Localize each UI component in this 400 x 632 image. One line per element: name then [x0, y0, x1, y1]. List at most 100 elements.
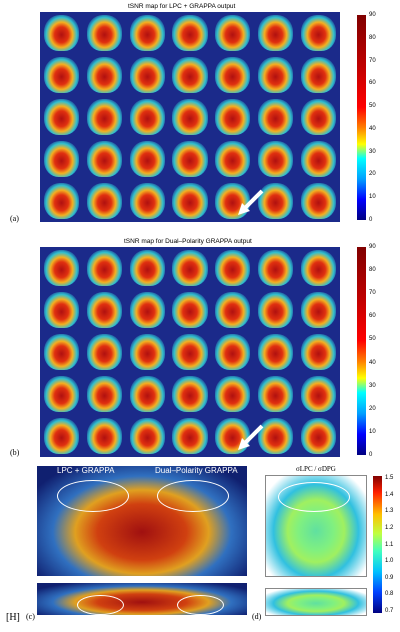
brain-slice	[43, 98, 79, 136]
brain-slice	[43, 291, 79, 329]
brain-slice	[215, 291, 251, 329]
brain-slice	[215, 140, 251, 178]
panel-b-label: (b)	[10, 448, 20, 457]
panel-d-colorbar-tick: 0.8	[385, 591, 394, 598]
brain-slice	[86, 417, 122, 455]
roi-ellipse-strip-right	[177, 595, 224, 615]
brain-slice	[215, 375, 251, 413]
brain-slice	[129, 140, 165, 178]
brain-slice	[301, 417, 337, 455]
brain-slice	[86, 140, 122, 178]
panel-d-colorbar-tick: 1.1	[385, 541, 394, 548]
brain-slice	[172, 14, 208, 52]
panel-b-slice-grid	[40, 247, 340, 457]
brain-slice	[172, 249, 208, 287]
roi-ellipse-ratio	[278, 482, 350, 512]
brain-slice	[86, 98, 122, 136]
panel-b-colorbar-tick: 70	[369, 290, 376, 297]
panel-b-colorbar-tick: 0	[369, 452, 373, 458]
brain-slice	[258, 417, 294, 455]
brain-slice	[86, 333, 122, 371]
brain-slice	[258, 291, 294, 329]
panel-b-colorbar-tick: 20	[369, 405, 376, 412]
brain-slice	[172, 182, 208, 220]
brain-slice	[258, 333, 294, 371]
brain-slice	[301, 333, 337, 371]
brain-slice	[301, 375, 337, 413]
brain-slice	[215, 417, 251, 455]
brain-slice	[258, 98, 294, 136]
panel-d-ratio-strip	[265, 588, 367, 616]
brain-slice	[172, 291, 208, 329]
roi-ellipse-strip-left	[77, 595, 124, 615]
panel-a-colorbar-tick: 50	[369, 103, 376, 110]
brain-slice	[86, 375, 122, 413]
brain-slice	[129, 182, 165, 220]
panel-b-colorbar-tick: 50	[369, 336, 376, 343]
brain-slice	[43, 182, 79, 220]
panel-a-colorbar-tick: 0	[369, 217, 373, 223]
arrow-icon	[238, 189, 264, 215]
brain-slice	[86, 291, 122, 329]
brain-slice	[86, 14, 122, 52]
panel-d-colorbar-tick: 1.4	[385, 491, 394, 498]
brain-slice	[129, 249, 165, 287]
brain-slice	[129, 333, 165, 371]
panel-d-colorbar-tick: 1.0	[385, 558, 394, 565]
brain-slice	[215, 14, 251, 52]
panel-a-colorbar-tick: 80	[369, 34, 376, 41]
panel-d-colorbar-tick: 1.2	[385, 524, 394, 531]
brain-slice	[172, 140, 208, 178]
panel-b-colorbar-tick: 10	[369, 428, 376, 435]
brain-slice	[301, 182, 337, 220]
roi-ellipse-left	[57, 480, 129, 512]
brain-slice	[43, 140, 79, 178]
brain-slice	[301, 98, 337, 136]
brain-slice	[129, 98, 165, 136]
brain-slice	[215, 249, 251, 287]
brain-slice	[215, 333, 251, 371]
panel-a-colorbar-tick: 30	[369, 148, 376, 155]
brain-slice	[86, 182, 122, 220]
panel-c-right-title: Dual–Polarity GRAPPA	[155, 466, 238, 475]
brain-slice	[43, 333, 79, 371]
brain-slice	[301, 56, 337, 94]
brain-slice	[258, 249, 294, 287]
brain-slice	[43, 417, 79, 455]
panel-a-slice-grid	[40, 12, 340, 222]
panel-a-colorbar-tick: 10	[369, 194, 376, 201]
panel-a-colorbar-tick: 70	[369, 57, 376, 64]
brain-slice	[129, 14, 165, 52]
panel-a-colorbar-tick: 40	[369, 125, 376, 132]
brain-slice	[129, 291, 165, 329]
brain-slice	[43, 56, 79, 94]
panel-a-label: (a)	[10, 214, 19, 223]
brain-slice	[129, 417, 165, 455]
brain-slice	[172, 375, 208, 413]
panel-c-axial-image: LPC + GRAPPA Dual–Polarity GRAPPA	[37, 466, 247, 576]
panel-d-colorbar-tick: 1.5	[385, 475, 394, 481]
brain-slice	[43, 375, 79, 413]
brain-slice	[172, 98, 208, 136]
panel-a-colorbar-tick: 20	[369, 171, 376, 178]
brain-slice	[86, 249, 122, 287]
brain-slice	[258, 140, 294, 178]
panel-b-colorbar-tick: 80	[369, 267, 376, 274]
panel-d-colorbar-tick: 0.9	[385, 574, 394, 581]
brain-slice	[301, 249, 337, 287]
brain-slice	[301, 14, 337, 52]
brain-slice	[43, 14, 79, 52]
panel-c-label: (c)	[26, 612, 35, 621]
panel-a-title: tSNR map for LPC + GRAPPA output	[128, 3, 236, 10]
brain-slice	[301, 291, 337, 329]
panel-d-label: (d)	[252, 612, 262, 621]
panel-b-colorbar-tick: 40	[369, 359, 376, 366]
panel-d-colorbar	[373, 476, 382, 613]
brain-slice	[301, 140, 337, 178]
brain-slice	[258, 14, 294, 52]
brain-slice	[258, 182, 294, 220]
panel-c-left-title: LPC + GRAPPA	[57, 466, 115, 475]
panel-c-sagittal-strip	[37, 583, 247, 615]
panel-a-colorbar-tick: 90	[369, 12, 376, 18]
roi-ellipse-right	[157, 480, 229, 512]
